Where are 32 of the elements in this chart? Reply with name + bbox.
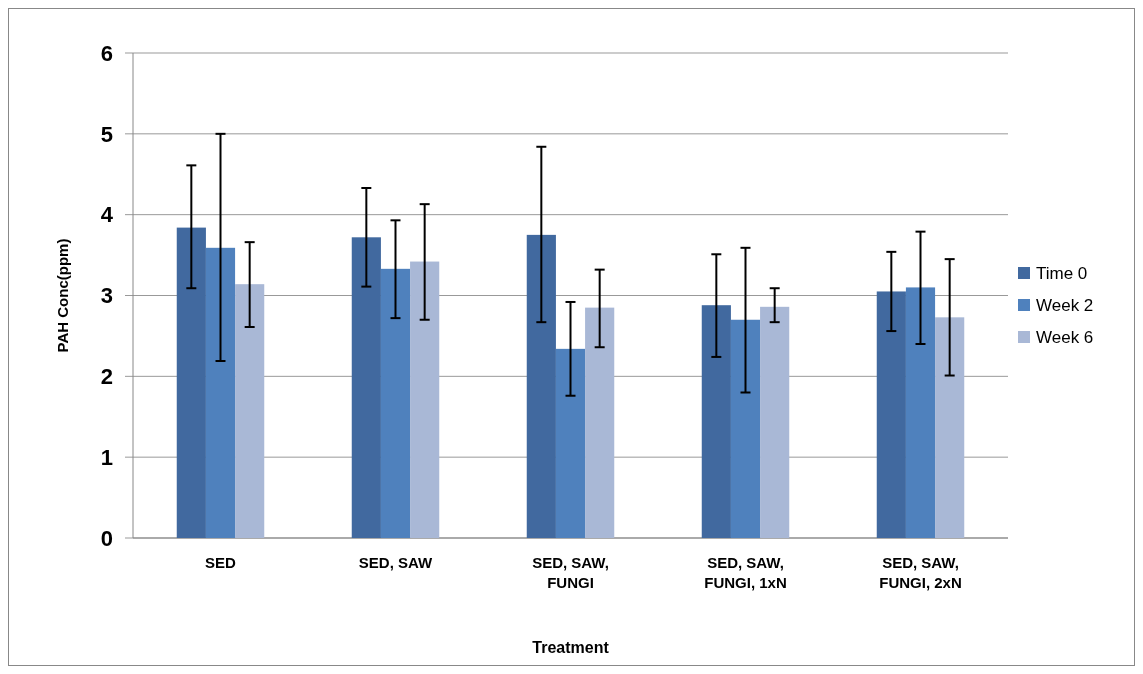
x-tick-label: SED, SAW, FUNGI, 1xN <box>704 554 787 591</box>
y-tick-label: 4 <box>100 202 114 228</box>
x-axis-title: Treatment <box>532 639 610 656</box>
x-tick-label: SED <box>205 554 237 571</box>
bar <box>555 348 586 538</box>
bar <box>380 268 411 538</box>
legend-label: Week 2 <box>1036 295 1094 315</box>
bar <box>730 319 761 538</box>
x-tick-label: SED, SAW, FUNGI <box>532 554 609 591</box>
bar <box>235 284 265 538</box>
y-axis-title: PAH Conc(ppm) <box>54 238 71 353</box>
y-tick-label: 3 <box>100 283 113 309</box>
bar <box>205 247 236 538</box>
bar <box>410 261 440 538</box>
y-tick-label: 5 <box>100 121 113 147</box>
y-tick-label: 0 <box>100 525 113 551</box>
bar <box>701 305 731 538</box>
bar <box>176 227 206 538</box>
bar <box>526 234 556 538</box>
legend-label: Time 0 <box>1036 263 1088 283</box>
legend-label: Week 6 <box>1036 327 1094 347</box>
bar <box>935 317 965 538</box>
bar <box>351 237 381 538</box>
y-tick-label: 6 <box>100 40 113 66</box>
bar <box>876 291 906 538</box>
x-tick-label: SED, SAW, FUNGI, 2xN <box>879 554 962 591</box>
bar <box>760 306 790 538</box>
bar <box>905 287 936 538</box>
y-tick-label: 1 <box>100 444 113 470</box>
x-tick-label: SED, SAW <box>358 554 434 571</box>
bar <box>585 307 615 538</box>
y-tick-label: 2 <box>100 364 113 390</box>
